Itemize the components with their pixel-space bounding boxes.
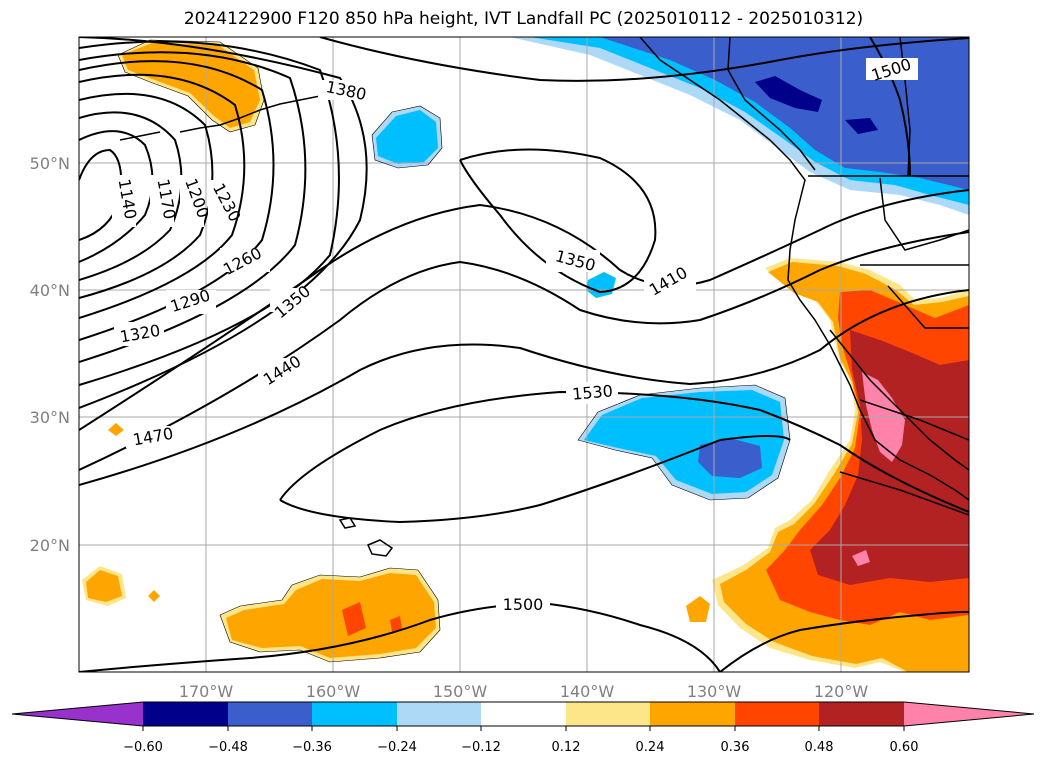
- colorbar: −0.60 −0.48 −0.36 −0.24 −0.12 0.12 0.24 …: [11, 701, 1035, 755]
- colorbar-segment: [819, 702, 904, 726]
- colorbar-segment: [481, 702, 566, 726]
- colorbar-tick-label: 0.36: [721, 740, 750, 755]
- lat-label: 50°N: [30, 154, 70, 173]
- map-plot-area: 1140 1170 1200 1230 1260 1290 1320 1350 …: [79, 37, 969, 672]
- colorbar-segment: [228, 702, 312, 726]
- colorbar-tick-label: 0.60: [890, 740, 919, 755]
- colorbar-tick-label: −0.12: [461, 740, 501, 755]
- colorbar-tick-label: −0.36: [292, 740, 332, 755]
- lat-label: 20°N: [30, 536, 70, 555]
- colorbar-segment: [650, 702, 735, 726]
- negative-anomaly-gulf: [372, 106, 442, 168]
- lon-label: 140°W: [560, 682, 615, 701]
- colorbar-tick-label: 0.24: [636, 740, 665, 755]
- positive-anomaly-west-coast: [712, 258, 969, 672]
- anomaly-outlines: [117, 39, 791, 663]
- colorbar-segment: [397, 702, 481, 726]
- latitude-labels: 50°N 40°N 30°N 20°N: [30, 154, 70, 555]
- contour-label: 1530: [571, 381, 613, 403]
- lon-label: 160°W: [306, 682, 361, 701]
- map-title: 2024122900 F120 850 hPa height, IVT Land…: [183, 9, 864, 29]
- lon-label: 120°W: [814, 682, 869, 701]
- graticule: [79, 37, 969, 672]
- lat-label: 40°N: [30, 281, 70, 300]
- colorbar-tick-label: −0.24: [377, 740, 417, 755]
- positive-anomaly-south: [82, 423, 710, 662]
- plot-frame: [78, 36, 970, 673]
- coastlines: [119, 37, 969, 557]
- colorbar-tick-label: 0.12: [552, 740, 581, 755]
- colorbar-segment: [566, 702, 650, 726]
- positive-anomaly-aleutian: [118, 40, 264, 132]
- colorbar-segment: [735, 702, 819, 726]
- longitude-labels: 170°W 160°W 150°W 140°W 130°W 120°W: [179, 682, 869, 701]
- colorbar-extend-high: [904, 702, 1034, 726]
- contour-label: 1500: [503, 595, 544, 614]
- colorbar-tick-label: 0.48: [805, 740, 834, 755]
- lat-label: 30°N: [30, 408, 70, 427]
- colorbar-segment: [143, 702, 228, 726]
- colorbar-segment: [312, 702, 397, 726]
- colorbar-tick-label: −0.60: [123, 740, 163, 755]
- colorbar-extend-low: [12, 702, 143, 726]
- colorbar-tick-label: −0.48: [208, 740, 248, 755]
- lon-label: 130°W: [687, 682, 742, 701]
- lon-label: 150°W: [433, 682, 488, 701]
- lon-label: 170°W: [179, 682, 234, 701]
